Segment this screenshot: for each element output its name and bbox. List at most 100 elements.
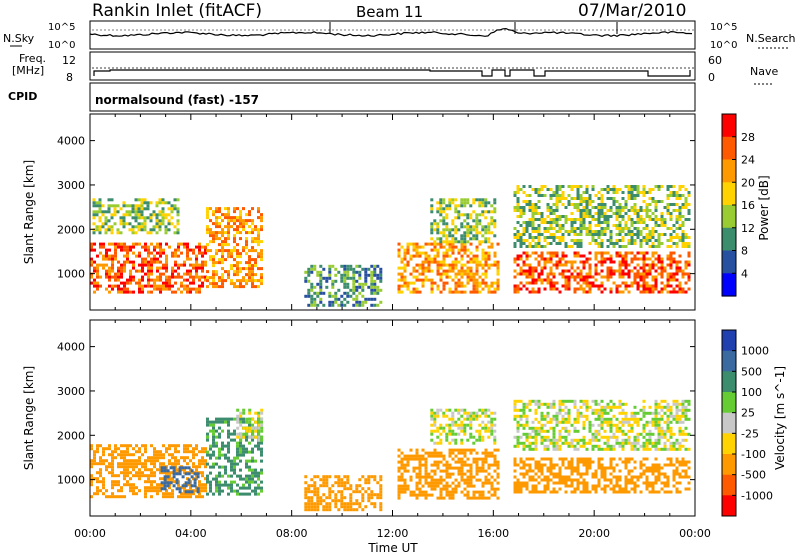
power-echo-cell (328, 294, 332, 298)
power-echo-cell (361, 294, 365, 298)
power-echo-cell (107, 228, 111, 232)
velocity-echo-cell (178, 472, 182, 476)
velocity-echo-cell (90, 483, 93, 487)
velocity-echo-cell (457, 423, 461, 427)
power-echo-cell (212, 234, 215, 238)
power-echo-cell (627, 251, 631, 255)
power-echo-cell (192, 251, 195, 255)
power-echo-cell (660, 212, 664, 215)
velocity-echo-cell (433, 484, 437, 488)
power-echo-cell (158, 219, 162, 223)
power-echo-cell (606, 224, 610, 227)
velocity-echo-cell (201, 471, 204, 475)
power-echo-cell (98, 219, 102, 223)
power-echo-cell (92, 210, 96, 214)
power-echo-cell (162, 263, 165, 267)
power-echo-cell (174, 254, 177, 258)
velocity-echo-cell (487, 414, 491, 418)
power-echo-cell (352, 288, 356, 292)
power-echo-cell (513, 275, 517, 279)
power-echo-cell (257, 267, 260, 271)
power-echo-cell (651, 230, 655, 233)
velocity-echo-cell (618, 441, 622, 445)
velocity-echo-cell (242, 432, 246, 436)
power-echo-cell (666, 245, 670, 248)
power-echo-cell (153, 254, 156, 258)
power-echo-cell (636, 230, 640, 233)
power-echo-cell (355, 294, 359, 298)
velocity-echo-cell (166, 469, 170, 473)
power-echo-cell (478, 231, 482, 235)
power-echo-cell (597, 245, 601, 248)
velocity-echo-cell (245, 465, 248, 469)
power-echo-cell (606, 215, 610, 218)
power-echo-cell (227, 219, 230, 223)
velocity-echo-cell (481, 420, 485, 424)
power-echo-cell (192, 275, 195, 279)
power-echo-cell (189, 263, 192, 267)
power-echo-cell (134, 198, 138, 202)
velocity-echo-cell (159, 477, 162, 481)
power-echo-cell (627, 290, 631, 294)
power-echo-cell (128, 204, 132, 208)
power-echo-cell (340, 294, 344, 298)
power-echo-cell (531, 287, 535, 291)
power-echo-cell (206, 225, 209, 229)
velocity-echo-cell (430, 481, 434, 485)
power-echo-cell (475, 225, 479, 229)
velocity-echo-cell (558, 405, 562, 409)
power-echo-cell (156, 278, 159, 282)
power-echo-cell (195, 263, 198, 267)
velocity-echo-cell (186, 447, 189, 451)
power-echo-cell (496, 281, 500, 285)
power-echo-cell (600, 230, 604, 233)
power-echo-cell (621, 206, 625, 209)
power-echo-cell (245, 279, 248, 283)
velocity-echo-cell (558, 457, 562, 461)
power-echo-cell (198, 242, 201, 246)
power-echo-cell (150, 278, 153, 282)
velocity-echo-cell (236, 408, 240, 412)
velocity-echo-cell (528, 478, 532, 482)
velocity-echo-cell (469, 451, 473, 455)
power-echo-cell (663, 287, 667, 291)
velocity-echo-cell (171, 444, 174, 448)
power-echo-cell (159, 284, 162, 288)
power-echo-cell (159, 290, 162, 294)
power-echo-cell (406, 284, 410, 288)
power-colorbar-tick-label: 12 (741, 222, 755, 235)
power-echo-cell (687, 287, 691, 291)
velocity-echo-cell (379, 475, 383, 479)
velocity-echo-cell (582, 463, 586, 467)
velocity-echo-cell (397, 487, 401, 491)
velocity-echo-cell (564, 420, 568, 424)
power-echo-cell (549, 251, 553, 255)
power-echo-cell (415, 278, 419, 282)
velocity-echo-cell (525, 484, 529, 488)
velocity-echo-cell (582, 441, 586, 445)
power-echo-cell (484, 231, 488, 235)
power-echo-cell (528, 269, 532, 273)
cpid-label: CPID (8, 90, 37, 103)
power-echo-cell (588, 230, 592, 233)
velocity-echo-cell (561, 463, 565, 467)
power-echo-cell (597, 218, 601, 221)
power-echo-cell (481, 257, 485, 261)
power-echo-cell (140, 204, 144, 208)
velocity-echo-cell (409, 490, 413, 494)
velocity-echo-cell (242, 453, 245, 457)
velocity-echo-cell (436, 426, 440, 430)
power-echo-cell (427, 263, 431, 267)
power-echo-cell (567, 275, 571, 279)
power-echo-cell (687, 209, 691, 212)
power-echo-cell (98, 198, 102, 202)
velocity-echo-cell (218, 426, 221, 430)
velocity-echo-cell (561, 435, 565, 439)
velocity-echo-cell (546, 487, 550, 491)
power-echo-cell (669, 236, 673, 239)
power-echo-cell (248, 255, 251, 259)
velocity-echo-cell (254, 426, 258, 430)
velocity-echo-cell (328, 502, 332, 506)
power-echo-cell (681, 239, 685, 242)
power-echo-cell (370, 282, 374, 286)
